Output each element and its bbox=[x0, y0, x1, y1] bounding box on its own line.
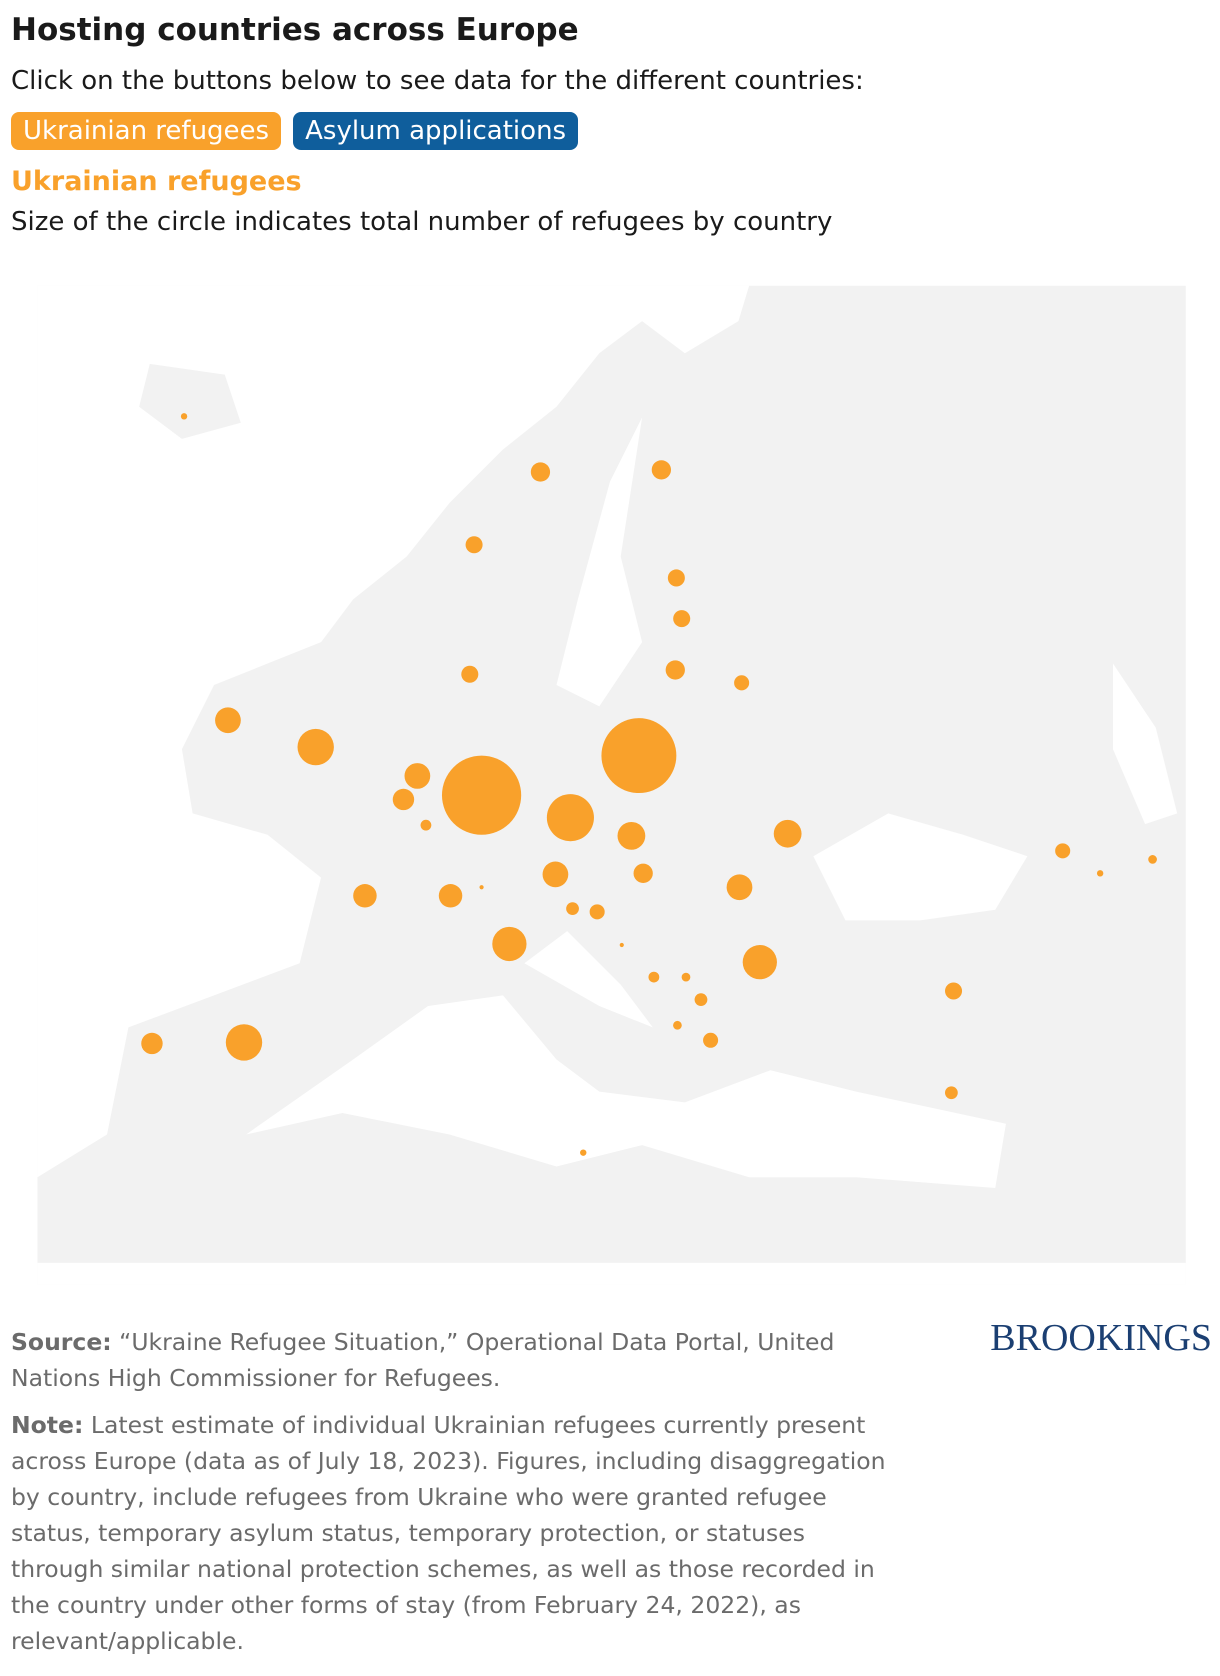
bubble[interactable] bbox=[673, 610, 691, 628]
bubble[interactable] bbox=[420, 819, 432, 831]
title: Hosting countries across Europe bbox=[11, 12, 579, 48]
bubble[interactable] bbox=[180, 413, 188, 420]
bubble[interactable] bbox=[601, 718, 677, 794]
bubble[interactable] bbox=[694, 993, 708, 1006]
bubble[interactable] bbox=[438, 884, 463, 908]
bubble[interactable] bbox=[392, 788, 415, 811]
bubble[interactable] bbox=[703, 1032, 719, 1048]
bubble[interactable] bbox=[648, 971, 660, 983]
bubble[interactable] bbox=[619, 942, 624, 948]
bubble[interactable] bbox=[589, 904, 605, 920]
bubble[interactable] bbox=[404, 763, 431, 789]
note: Note: Latest estimate of individual Ukra… bbox=[11, 1407, 901, 1659]
bubble[interactable] bbox=[479, 885, 484, 890]
bubble[interactable] bbox=[461, 665, 479, 683]
logo: BROOKINGS bbox=[990, 1317, 1212, 1359]
bubble[interactable] bbox=[546, 794, 594, 842]
bubble[interactable] bbox=[673, 1020, 682, 1030]
legend-description: Size of the circle indicates total numbe… bbox=[11, 207, 833, 237]
bubble[interactable] bbox=[297, 728, 334, 766]
bubble[interactable] bbox=[665, 660, 685, 680]
bubble[interactable] bbox=[726, 874, 753, 901]
bubble[interactable] bbox=[225, 1024, 263, 1061]
button-group: Ukrainian refugees Asylum applications bbox=[11, 112, 579, 150]
bubble[interactable] bbox=[215, 707, 241, 734]
bubble[interactable] bbox=[1148, 855, 1157, 864]
note-text: Latest estimate of individual Ukrainian … bbox=[11, 1411, 886, 1655]
bubble[interactable] bbox=[492, 926, 527, 962]
bubble[interactable] bbox=[945, 1086, 958, 1100]
bubble[interactable] bbox=[353, 884, 377, 908]
instruction: Click on the buttons below to see data f… bbox=[11, 66, 864, 96]
bubble[interactable] bbox=[141, 1032, 163, 1055]
bubble[interactable] bbox=[651, 460, 672, 480]
bubble[interactable] bbox=[734, 675, 750, 691]
note-label: Note: bbox=[11, 1411, 84, 1439]
bubble[interactable] bbox=[633, 863, 653, 883]
legend-title: Ukrainian refugees bbox=[11, 166, 302, 197]
button[interactable]: Asylum applications bbox=[293, 112, 579, 150]
bubble[interactable] bbox=[542, 861, 569, 888]
bubble[interactable] bbox=[580, 1149, 587, 1156]
bubble[interactable] bbox=[742, 945, 777, 980]
bubble[interactable] bbox=[1055, 843, 1071, 859]
button[interactable]: Ukrainian refugees bbox=[11, 112, 282, 150]
bubble[interactable] bbox=[530, 462, 551, 482]
bubble[interactable] bbox=[667, 569, 685, 587]
bubble[interactable] bbox=[465, 536, 483, 554]
bubble[interactable] bbox=[441, 755, 522, 835]
sea bbox=[37, 285, 1186, 1285]
source-text: “Ukraine Refugee Situation,” Operational… bbox=[11, 1328, 835, 1392]
bubble[interactable] bbox=[773, 819, 802, 848]
bubble[interactable] bbox=[681, 972, 691, 982]
bubble[interactable] bbox=[566, 902, 579, 916]
bubble[interactable] bbox=[617, 821, 646, 850]
bubble[interactable] bbox=[945, 982, 963, 1000]
source-label: Source: bbox=[11, 1328, 112, 1356]
source: Source: “Ukraine Refugee Situation,” Ope… bbox=[11, 1324, 901, 1396]
bubble[interactable] bbox=[1096, 870, 1104, 877]
